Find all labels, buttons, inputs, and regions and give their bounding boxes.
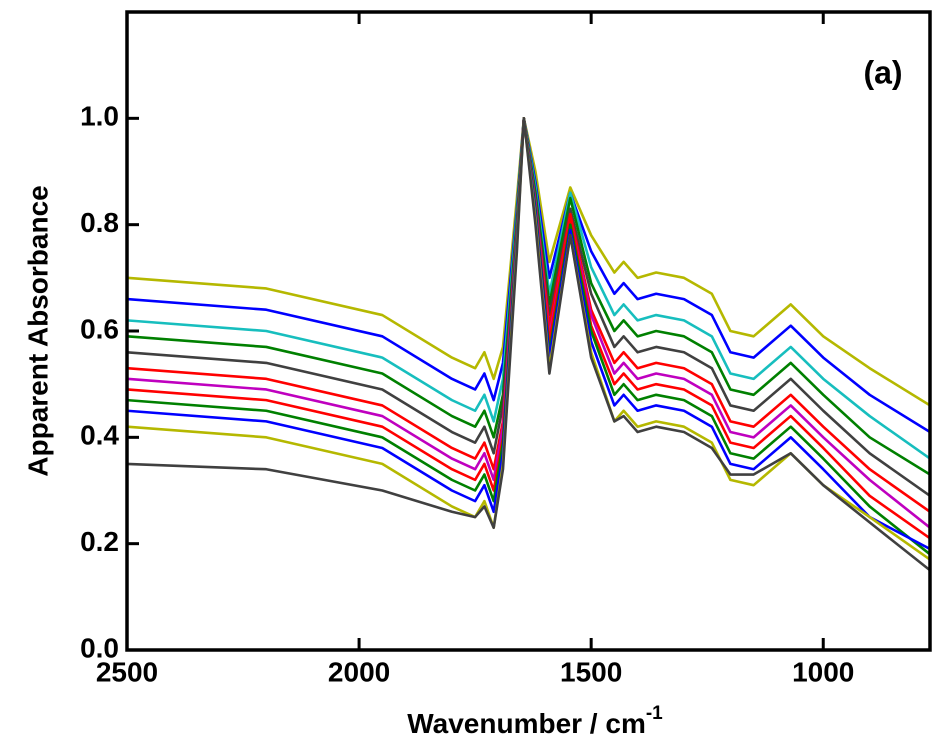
- spectrum-line: [127, 117, 930, 551]
- y-tick-label: 0.2: [80, 526, 119, 557]
- y-axis-label: Apparent Absorbance: [22, 185, 53, 476]
- y-tick-label: 1.0: [80, 101, 119, 132]
- x-axis-label: Wavenumber / cm-1: [407, 703, 663, 739]
- y-tick-label: 0.4: [80, 420, 119, 451]
- spectrum-line: [127, 117, 930, 561]
- spectrum-line: [127, 117, 930, 434]
- x-tick-label: 1500: [560, 656, 622, 687]
- x-axis-label-text: Wavenumber / cm: [407, 708, 646, 739]
- spectrum-line: [127, 117, 930, 460]
- y-tick-label: 0.6: [80, 313, 119, 344]
- spectrum-line: [127, 117, 930, 513]
- plot-frame: [125, 10, 932, 652]
- spectrum-line: [127, 117, 930, 572]
- annotation: (a): [863, 54, 902, 90]
- spectrum-line: [127, 117, 930, 407]
- x-axis-label-superscript: -1: [646, 703, 663, 724]
- y-tick-label: 0.8: [80, 207, 119, 238]
- x-tick-label: 1000: [792, 656, 854, 687]
- x-tick-label: 2000: [328, 656, 390, 687]
- x-tick-label: 2500: [96, 656, 158, 687]
- y-tick-label: 0.0: [80, 632, 119, 663]
- spectrum-line: [127, 117, 930, 476]
- spectrum-line: [127, 117, 930, 556]
- spectrum-line: [127, 117, 930, 497]
